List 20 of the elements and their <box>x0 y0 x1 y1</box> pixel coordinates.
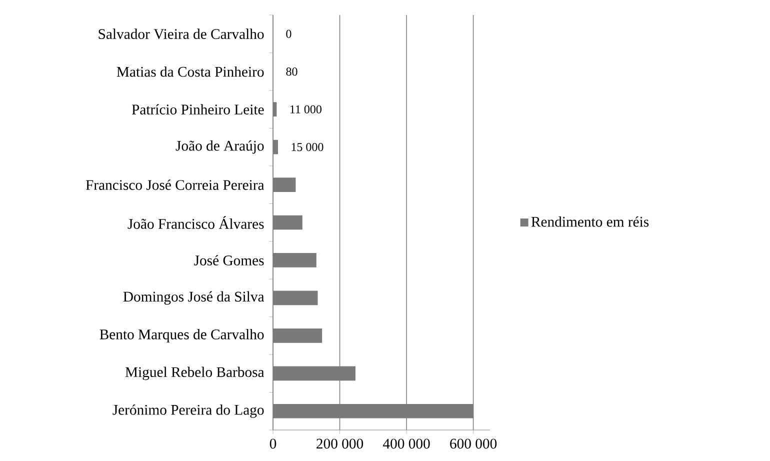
y-tick-label: José Gomes <box>194 255 264 266</box>
y-tick-label: Miguel Rebelo Barbosa <box>125 366 264 380</box>
y-tick-label: Francisco José Correia Pereira <box>86 180 264 190</box>
y-tick-label: Domingos José da Silva <box>123 291 264 305</box>
x-tick-label: 600 000 <box>450 438 497 449</box>
y-tick-label: Patrício Pinheiro Leite <box>132 104 264 114</box>
x-tick-label: 200 000 <box>316 438 364 449</box>
y-tick-label: Bento Marques de Carvalho <box>100 329 264 342</box>
data-label: 80 <box>286 68 298 76</box>
data-label: 0 <box>286 30 292 38</box>
x-tick-label: 0 <box>270 438 276 449</box>
y-tick-label: João de Araújo <box>176 140 264 154</box>
y-tick-label: Matias da Costa Pinheiro <box>116 66 264 77</box>
y-tick-label: Jerónimo Pereira do Lago <box>112 404 264 418</box>
data-label: 15 000 <box>292 142 324 152</box>
x-tick-label: 400 000 <box>383 438 430 449</box>
y-tick-label: João Francisco Álvares <box>128 216 264 229</box>
y-tick-label: Salvador Vieira de Carvalho <box>98 28 264 40</box>
legend-label: Rendimento em réis <box>531 216 649 227</box>
data-label: 11 000 <box>290 105 322 114</box>
